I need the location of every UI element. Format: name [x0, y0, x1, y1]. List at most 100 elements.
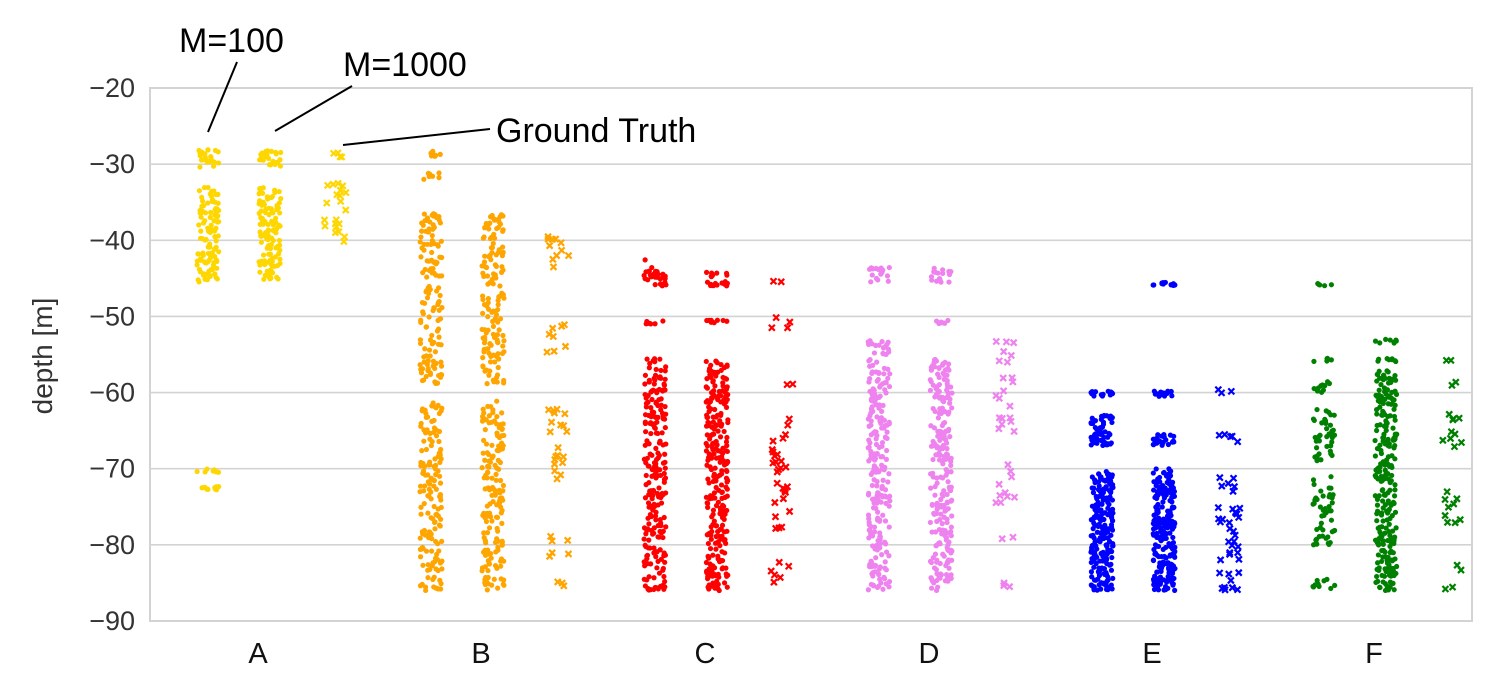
data-point — [488, 555, 494, 561]
data-point — [424, 258, 430, 264]
data-point — [494, 536, 500, 542]
data-point-x — [549, 332, 558, 341]
data-point — [214, 265, 220, 271]
data-point — [482, 368, 488, 374]
data-point — [1155, 501, 1161, 508]
data-point — [1394, 563, 1400, 570]
data-point — [878, 420, 884, 426]
data-point — [437, 480, 444, 486]
data-point — [1383, 336, 1389, 343]
data-point — [945, 317, 951, 324]
data-point — [661, 514, 667, 521]
data-point-x — [769, 437, 777, 445]
data-point — [873, 466, 880, 472]
data-point-x — [1225, 570, 1233, 578]
data-point — [480, 355, 486, 361]
data-point — [481, 259, 488, 265]
data-point — [873, 505, 879, 511]
data-point — [483, 574, 489, 581]
data-point — [424, 274, 430, 280]
data-point — [937, 406, 943, 412]
data-point — [260, 252, 267, 258]
data-point — [499, 520, 505, 526]
data-point — [662, 376, 668, 382]
data-point — [879, 454, 886, 460]
data-point — [721, 428, 727, 435]
data-point — [1310, 584, 1317, 590]
data-point-x — [1007, 473, 1016, 481]
data-point-x — [1007, 417, 1015, 426]
data-point — [1157, 581, 1163, 587]
data-point — [498, 576, 504, 582]
data-point — [202, 151, 208, 157]
data-point-x — [1217, 389, 1226, 397]
data-point — [1104, 495, 1110, 501]
data-point — [651, 375, 657, 381]
data-point — [497, 477, 504, 484]
data-point-x — [553, 578, 562, 586]
data-point — [482, 427, 488, 433]
data-point-x — [1001, 489, 1009, 497]
data-point — [647, 503, 653, 509]
data-point — [424, 215, 431, 221]
data-point-x — [768, 323, 776, 332]
data-point — [1311, 358, 1317, 364]
data-point — [205, 250, 211, 257]
data-point — [935, 415, 941, 421]
data-point-x — [779, 494, 788, 503]
data-point — [425, 493, 431, 499]
data-point — [1373, 427, 1380, 434]
data-point — [424, 427, 430, 433]
data-point — [417, 239, 423, 245]
data-point — [930, 456, 936, 463]
data-point-x — [1216, 473, 1224, 482]
data-point-x — [1215, 431, 1224, 440]
data-point-x — [1216, 556, 1225, 564]
data-point — [934, 577, 940, 584]
data-point — [485, 567, 491, 574]
data-point — [422, 483, 428, 489]
data-point — [662, 368, 668, 374]
data-point — [719, 495, 725, 501]
x-category-label: B — [471, 638, 490, 670]
data-point — [1151, 479, 1157, 485]
data-point — [197, 269, 204, 275]
data-point — [712, 383, 718, 389]
data-point — [1372, 338, 1379, 344]
data-point — [646, 268, 652, 274]
data-point — [869, 482, 875, 489]
data-point-x — [1009, 338, 1018, 347]
data-point — [723, 467, 730, 474]
data-point-x — [1225, 518, 1234, 527]
data-point — [653, 585, 660, 591]
data-point — [939, 521, 945, 527]
data-point — [1167, 490, 1174, 496]
data-point — [1382, 462, 1388, 468]
data-point — [436, 217, 442, 223]
data-point — [269, 194, 275, 200]
data-point — [1100, 391, 1106, 397]
data-point — [1380, 376, 1386, 382]
data-point — [429, 332, 435, 339]
data-point — [872, 399, 878, 405]
data-point — [496, 327, 502, 333]
data-point — [423, 324, 430, 330]
data-point — [1089, 415, 1095, 421]
data-point — [711, 518, 717, 524]
data-point — [941, 514, 947, 520]
data-point — [480, 293, 486, 299]
data-point — [933, 566, 939, 573]
data-point — [1161, 495, 1168, 501]
data-point — [871, 451, 877, 457]
data-point — [706, 566, 712, 572]
data-point-x — [770, 452, 779, 460]
data-point-x — [1224, 479, 1233, 488]
data-point — [1387, 543, 1393, 550]
data-point — [1387, 337, 1393, 343]
data-point — [707, 545, 714, 552]
data-point — [722, 509, 728, 515]
data-point — [1385, 413, 1391, 420]
data-point — [484, 380, 490, 387]
data-point — [879, 551, 885, 558]
data-point — [875, 490, 881, 496]
